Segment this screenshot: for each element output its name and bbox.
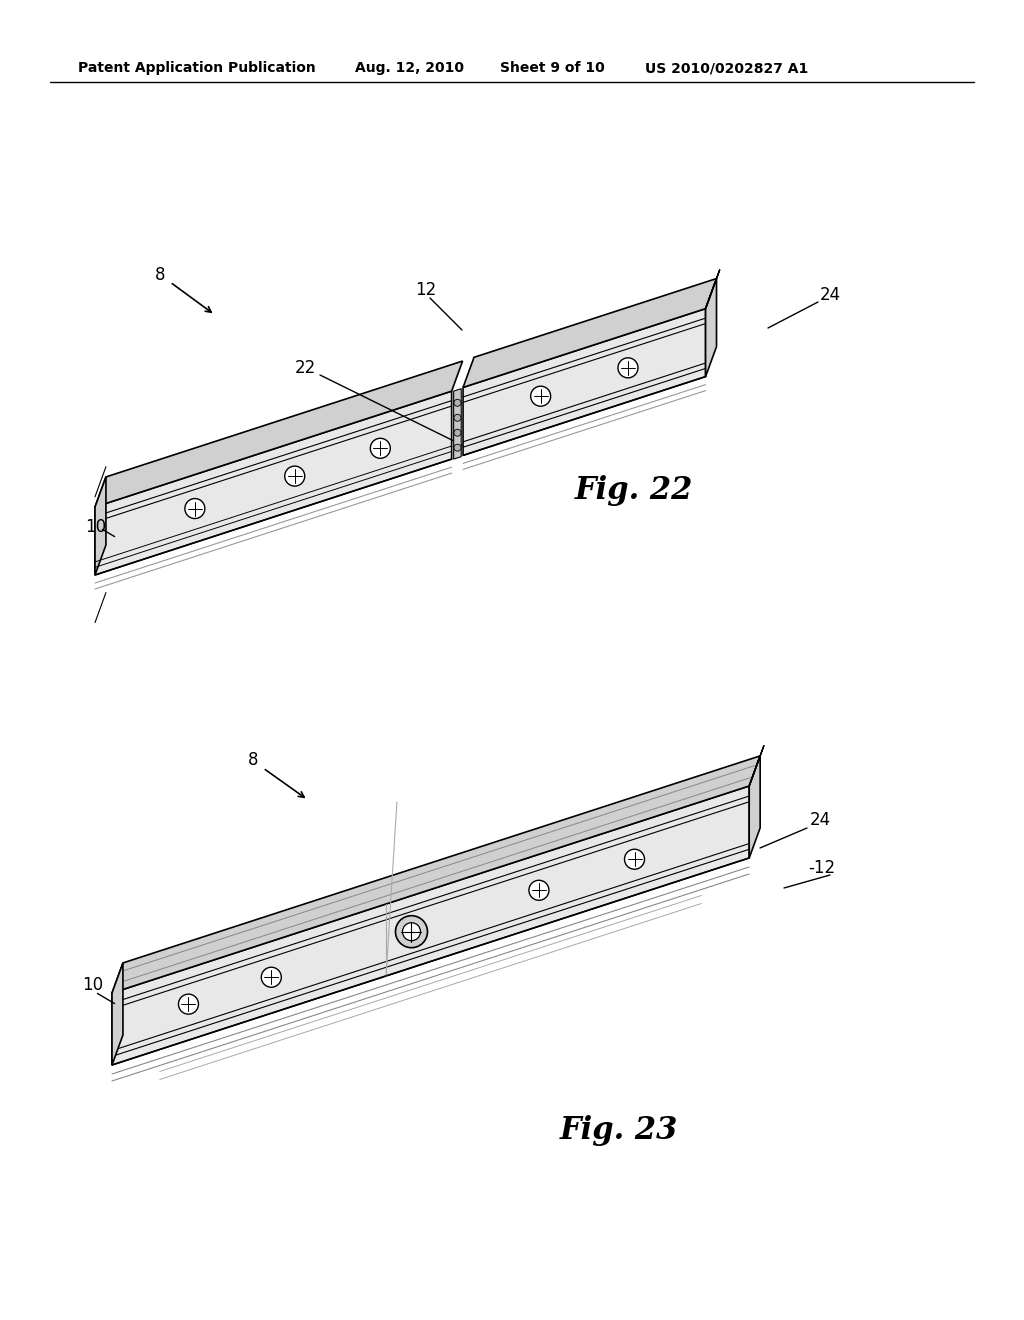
Text: US 2010/0202827 A1: US 2010/0202827 A1 <box>645 61 808 75</box>
Circle shape <box>285 466 305 486</box>
Text: Fig. 23: Fig. 23 <box>560 1114 678 1146</box>
Circle shape <box>617 358 638 378</box>
Circle shape <box>395 916 427 948</box>
Circle shape <box>454 414 461 421</box>
Circle shape <box>454 400 461 407</box>
Polygon shape <box>463 309 706 455</box>
Circle shape <box>178 994 199 1014</box>
Text: 10: 10 <box>82 975 103 994</box>
Text: 8: 8 <box>248 751 258 770</box>
Circle shape <box>529 880 549 900</box>
Text: 10: 10 <box>85 517 106 536</box>
Text: -12: -12 <box>808 859 836 876</box>
Text: 22: 22 <box>295 359 316 378</box>
Polygon shape <box>706 269 720 309</box>
Polygon shape <box>95 451 452 568</box>
Circle shape <box>402 923 421 941</box>
Polygon shape <box>454 388 461 459</box>
Circle shape <box>530 387 551 407</box>
Text: Sheet 9 of 10: Sheet 9 of 10 <box>500 61 605 75</box>
Polygon shape <box>750 746 764 785</box>
Text: Aug. 12, 2010: Aug. 12, 2010 <box>355 61 464 75</box>
Text: Patent Application Publication: Patent Application Publication <box>78 61 315 75</box>
Polygon shape <box>463 279 717 387</box>
Polygon shape <box>95 362 463 507</box>
Text: 24: 24 <box>810 810 831 829</box>
Circle shape <box>371 438 390 458</box>
Polygon shape <box>95 391 452 576</box>
Text: 24: 24 <box>820 286 841 304</box>
Polygon shape <box>112 962 123 1065</box>
Polygon shape <box>112 785 750 1065</box>
Polygon shape <box>95 446 452 562</box>
Text: Fig. 22: Fig. 22 <box>575 474 693 506</box>
Circle shape <box>454 445 461 451</box>
Text: 8: 8 <box>155 267 166 284</box>
Polygon shape <box>112 756 760 993</box>
Circle shape <box>185 499 205 519</box>
Circle shape <box>625 849 644 870</box>
Polygon shape <box>750 756 760 858</box>
Polygon shape <box>706 279 717 376</box>
Circle shape <box>261 968 282 987</box>
Text: 12: 12 <box>415 281 436 300</box>
Circle shape <box>454 429 461 436</box>
Polygon shape <box>95 477 105 576</box>
